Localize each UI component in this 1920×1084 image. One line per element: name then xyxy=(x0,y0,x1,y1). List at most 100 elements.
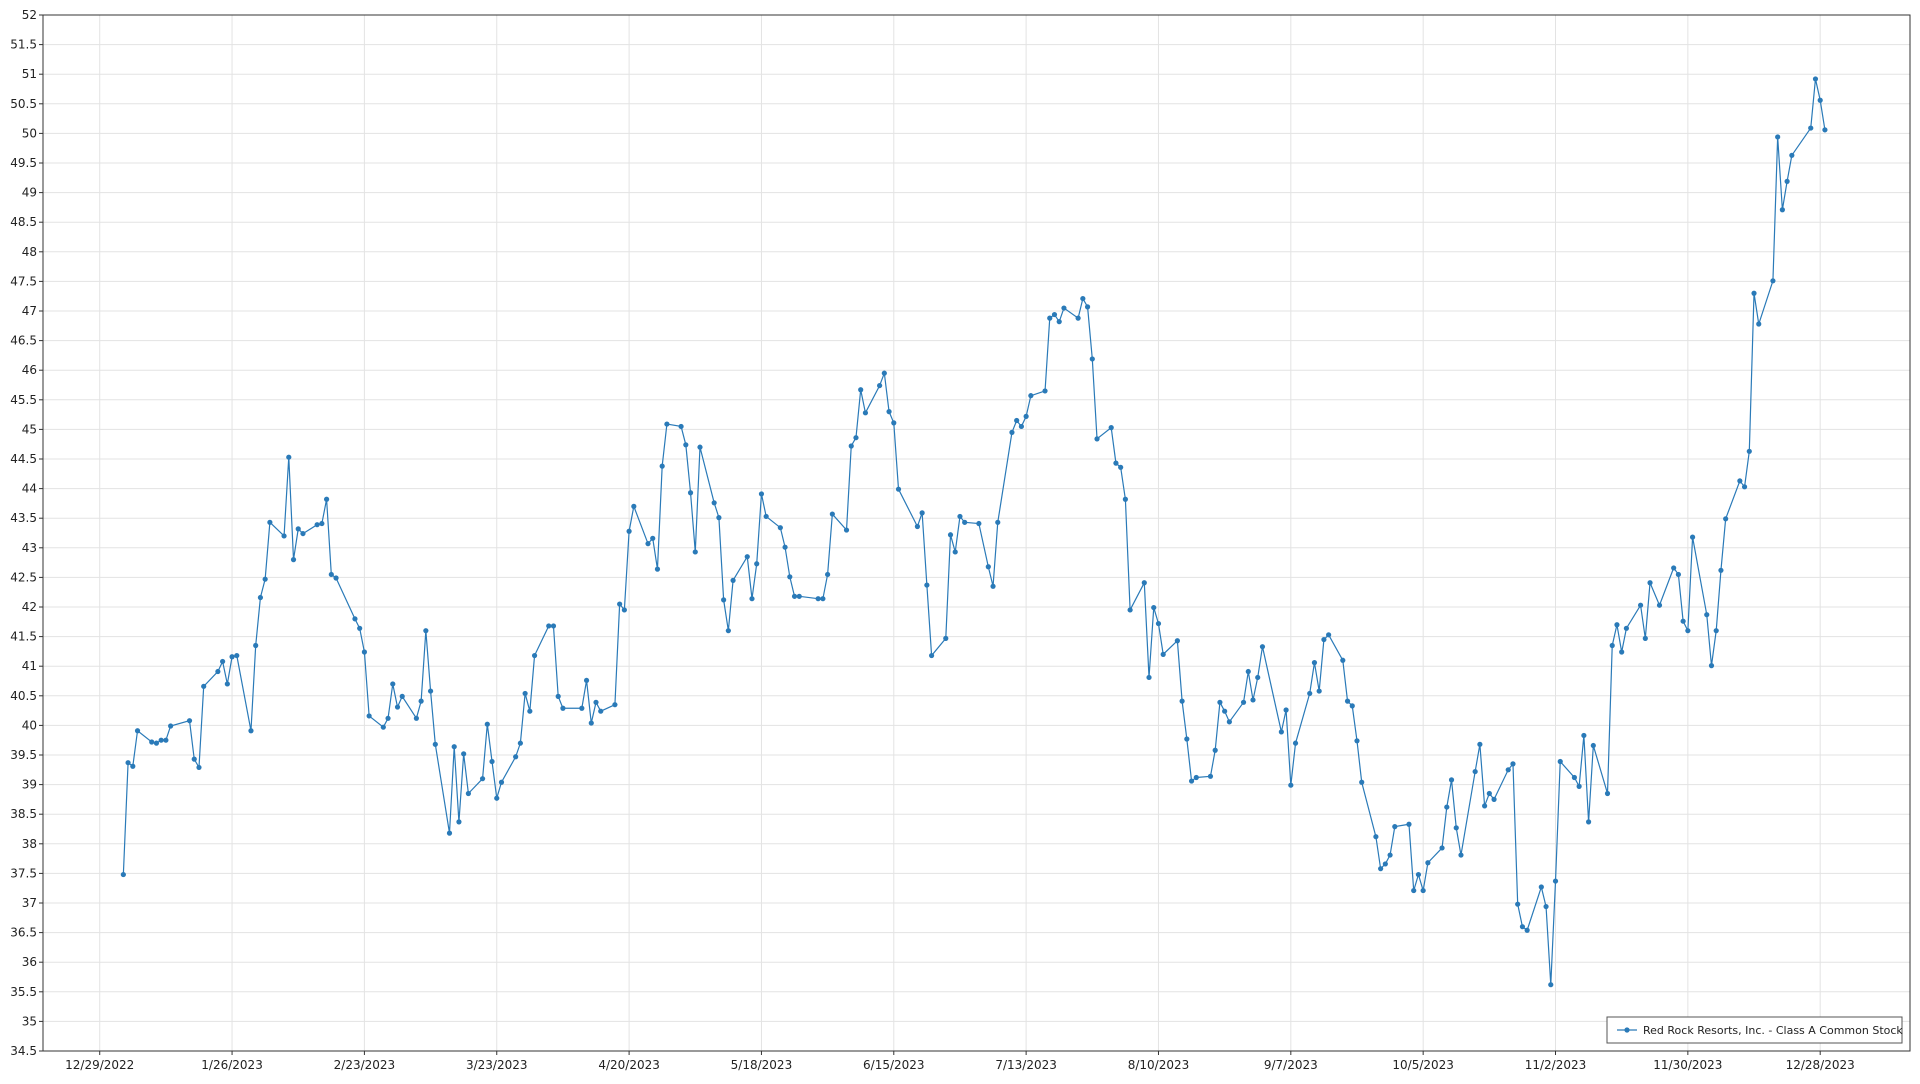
data-point xyxy=(763,513,769,520)
y-tick-label: 35.5 xyxy=(10,985,37,999)
data-point xyxy=(295,526,301,532)
data-point xyxy=(1321,636,1327,643)
data-point xyxy=(286,454,292,460)
data-point xyxy=(654,566,661,572)
data-point xyxy=(659,463,665,469)
data-point xyxy=(446,830,453,836)
data-point xyxy=(1288,782,1294,788)
data-point xyxy=(848,443,854,449)
data-point xyxy=(1609,642,1615,649)
data-point xyxy=(1808,125,1814,131)
data-point xyxy=(1354,738,1360,744)
x-tick-label: 8/10/2023 xyxy=(1128,1058,1190,1072)
data-point xyxy=(1155,620,1162,627)
data-point xyxy=(215,668,221,675)
y-tick-label: 44.5 xyxy=(10,452,37,466)
data-point xyxy=(220,658,226,665)
data-point xyxy=(1779,207,1785,213)
data-point xyxy=(1108,425,1114,431)
data-point xyxy=(456,819,462,825)
data-point xyxy=(1472,768,1478,775)
data-point xyxy=(125,760,131,766)
data-point xyxy=(1590,742,1596,749)
data-point xyxy=(1179,698,1185,704)
data-point xyxy=(952,549,958,555)
data-point xyxy=(924,582,930,588)
data-point xyxy=(825,571,831,578)
plot-frame xyxy=(42,14,1911,1052)
data-point xyxy=(366,713,372,719)
data-point xyxy=(985,564,991,570)
data-point xyxy=(168,723,174,729)
data-point xyxy=(593,699,599,705)
data-point xyxy=(1184,736,1190,742)
data-point xyxy=(394,704,401,710)
data-point xyxy=(1387,852,1393,858)
data-point xyxy=(1226,719,1232,725)
data-point xyxy=(1576,783,1582,789)
data-point xyxy=(621,607,627,613)
y-tick-label: 42.5 xyxy=(10,570,37,584)
data-point xyxy=(418,698,424,704)
data-point xyxy=(815,596,821,602)
data-point xyxy=(787,574,793,580)
legend-label: Red Rock Resorts, Inc. - Class A Common … xyxy=(1643,1024,1903,1037)
y-tick-label: 37 xyxy=(22,896,37,910)
y-tick-label: 46.5 xyxy=(10,334,37,348)
data-point xyxy=(361,649,368,655)
y-tick-label: 41.5 xyxy=(10,630,37,644)
data-point xyxy=(1708,663,1715,669)
data-point xyxy=(645,541,651,547)
data-point xyxy=(427,688,434,694)
y-tick-label: 38 xyxy=(22,837,37,851)
data-point xyxy=(1623,625,1630,631)
data-point xyxy=(716,515,722,521)
y-tick-label: 48 xyxy=(22,245,37,259)
x-tick-label: 11/30/2023 xyxy=(1653,1058,1722,1072)
y-tick-label: 39.5 xyxy=(10,748,37,762)
data-point xyxy=(196,764,202,771)
data-point xyxy=(1737,478,1743,484)
data-point xyxy=(484,721,490,727)
data-point xyxy=(891,420,897,426)
x-tick-label: 1/26/2023 xyxy=(201,1058,263,1072)
data-point xyxy=(1075,315,1081,321)
data-point xyxy=(1278,729,1284,735)
data-point xyxy=(990,583,996,589)
data-point xyxy=(1292,740,1299,746)
legend-marker xyxy=(1624,1027,1630,1033)
data-point xyxy=(385,715,391,721)
data-point xyxy=(1557,758,1563,765)
data-point xyxy=(399,693,405,699)
data-point xyxy=(1222,708,1228,714)
y-tick-label: 37.5 xyxy=(10,866,37,880)
data-point xyxy=(1453,825,1459,831)
data-point xyxy=(1212,747,1218,753)
data-point xyxy=(1373,834,1379,840)
data-point xyxy=(1023,413,1029,419)
data-point xyxy=(1817,97,1823,103)
data-point xyxy=(1538,884,1544,890)
y-tick-label: 49 xyxy=(22,186,37,200)
data-point xyxy=(928,652,935,659)
x-tick-label: 10/5/2023 xyxy=(1392,1058,1454,1072)
y-tick-label: 40.5 xyxy=(10,689,37,703)
data-point xyxy=(1344,698,1351,704)
y-tick-label: 39 xyxy=(22,778,37,792)
data-point xyxy=(1084,304,1091,310)
data-point xyxy=(895,486,902,492)
data-point xyxy=(423,628,429,634)
data-point xyxy=(1047,315,1053,321)
data-point xyxy=(1014,417,1020,424)
data-point xyxy=(754,561,760,567)
data-point xyxy=(697,444,703,450)
data-point xyxy=(281,533,287,539)
data-point xyxy=(555,693,561,699)
y-tick-label: 49.5 xyxy=(10,156,37,170)
data-point xyxy=(1656,602,1663,608)
data-point xyxy=(1515,901,1521,907)
data-point xyxy=(465,790,471,797)
data-point xyxy=(725,628,731,634)
data-point xyxy=(1718,567,1724,573)
data-point xyxy=(1505,767,1511,773)
